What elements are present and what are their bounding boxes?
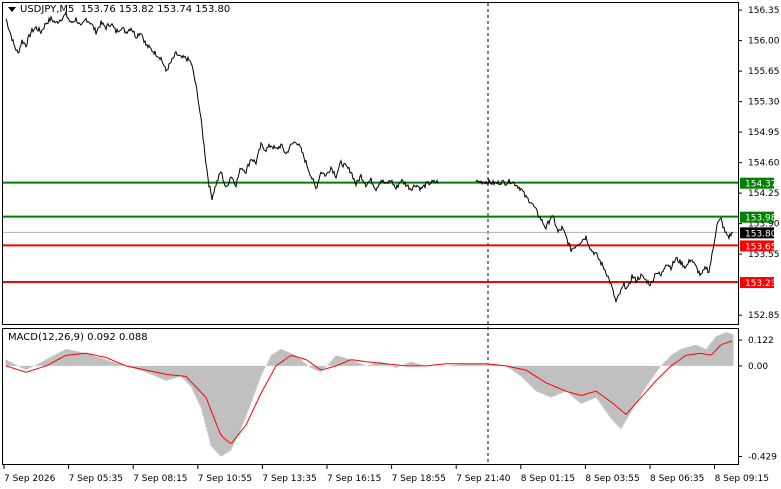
price-chart-panel[interactable] — [2, 2, 739, 325]
level-price-tag-label: 153.65 — [745, 242, 777, 252]
level-price-tag — [740, 277, 774, 289]
price-axis-label: 154.25 — [748, 189, 780, 199]
time-axis-label: 7 Sep 13:35 — [262, 474, 316, 484]
price-axis-label: 156.00 — [748, 37, 780, 47]
level-price-tag — [740, 211, 774, 223]
price-axis-label: 155.30 — [748, 98, 780, 108]
level-price-tag-label: 153.23 — [745, 279, 777, 289]
time-axis-label: 7 Sep 10:55 — [198, 474, 252, 484]
symbol-header[interactable]: USDJPY,M5 153.76 153.82 153.74 153.80 — [8, 4, 230, 15]
price-axis-label: 152.85 — [748, 311, 780, 321]
macd-header: MACD(12,26,9) 0.092 0.088 — [8, 332, 148, 343]
macd-axis-label: 0.00 — [748, 362, 768, 372]
time-axis-label: 7 Sep 16:15 — [327, 474, 381, 484]
time-axis-label: 7 Sep 21:40 — [456, 474, 511, 484]
symbol-name: USDJPY,M5 — [20, 4, 75, 15]
time-axis-label: 8 Sep 01:15 — [521, 474, 575, 484]
price-line — [5, 10, 734, 304]
price-axis-label: 154.95 — [748, 128, 780, 138]
macd-values: 0.092 0.088 — [87, 332, 148, 343]
level-price-tag — [740, 177, 774, 189]
level-price-tag-label: 153.98 — [745, 214, 777, 224]
time-axis-label: 7 Sep 18:55 — [392, 474, 446, 484]
level-price-tag-label: 154.37 — [745, 180, 777, 190]
dropdown-triangle-icon[interactable] — [8, 6, 16, 12]
macd-axis-label: 0.122 — [748, 336, 774, 346]
macd-axis-label: -0.429 — [748, 452, 777, 462]
macd-signal-line — [5, 340, 733, 444]
time-axis-label: 7 Sep 05:35 — [69, 474, 123, 484]
price-axis-label: 153.55 — [748, 250, 780, 260]
level-price-tag — [740, 240, 774, 252]
time-axis-label: 8 Sep 09:15 — [715, 474, 769, 484]
current-price-tag-label: 153.80 — [745, 229, 777, 239]
time-axis-label: 8 Sep 03:55 — [585, 474, 639, 484]
macd-label: MACD(12,26,9) — [8, 332, 84, 343]
price-axis-label: 155.65 — [748, 67, 780, 77]
time-axis-label: 7 Sep 08:15 — [133, 474, 187, 484]
ohlc-values: 153.76 153.82 153.74 153.80 — [80, 4, 231, 15]
time-axis-label: 8 Sep 06:35 — [650, 474, 704, 484]
price-axis-label: 156.35 — [748, 6, 780, 16]
price-axis-label: 153.90 — [748, 220, 780, 230]
current-price-tag — [740, 227, 774, 239]
price-axis-label: 154.60 — [748, 159, 780, 169]
time-axis-label: 7 Sep 2026 — [4, 474, 56, 484]
